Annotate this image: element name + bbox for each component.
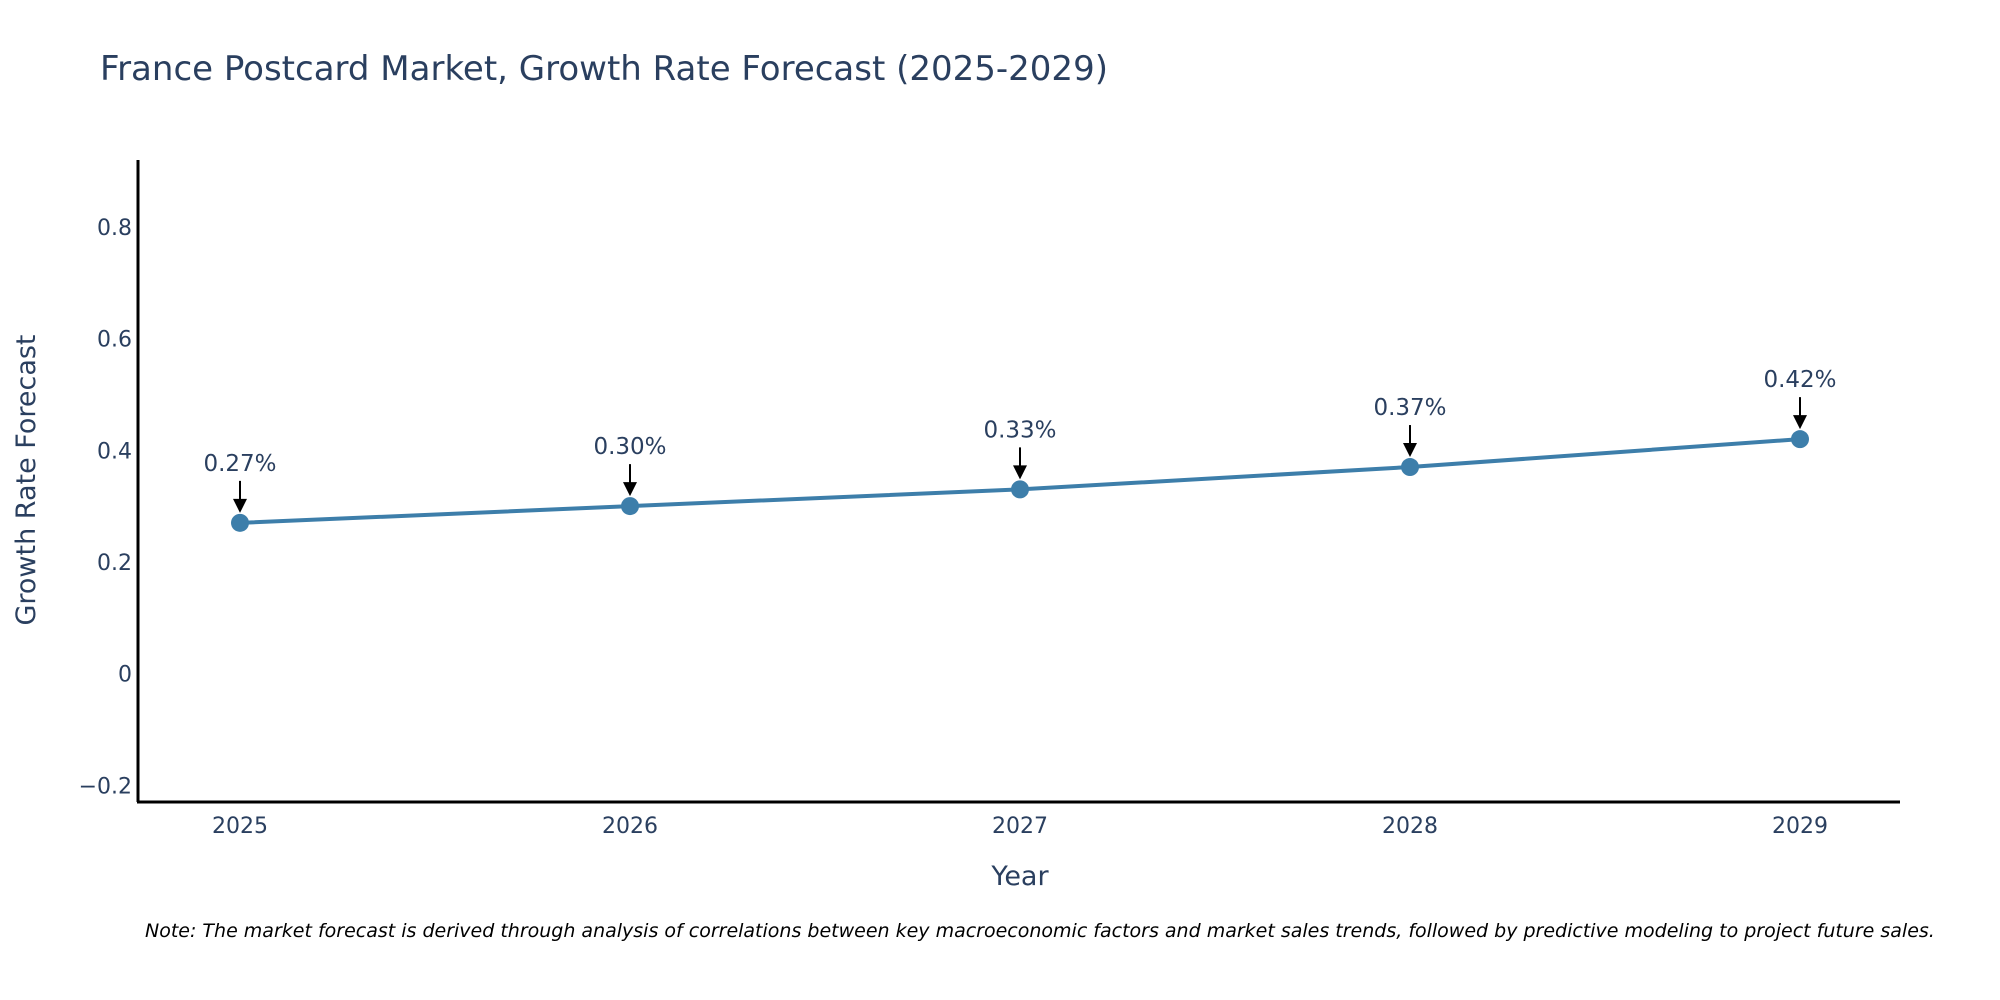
data-label: 0.33% [983, 417, 1056, 443]
y-tick-label: 0.8 [97, 216, 132, 241]
x-tick-label: 2028 [1382, 814, 1438, 839]
footnote: Note: The market forecast is derived thr… [145, 920, 1935, 942]
x-tick-label: 2027 [992, 814, 1048, 839]
y-tick-label: 0.4 [97, 439, 132, 464]
x-axis-ticks: 2025 2026 2027 2028 2029 [212, 814, 1828, 839]
data-point[interactable] [1401, 458, 1419, 477]
chart-title: France Postcard Market, Growth Rate Fore… [100, 49, 1108, 89]
y-tick-label: −0.2 [79, 774, 132, 799]
y-tick-label: 0.6 [97, 328, 132, 353]
data-point[interactable] [231, 513, 249, 532]
data-label: 0.30% [593, 434, 666, 460]
annotation-layer: 0.27% 0.30% 0.33% 0.37% 0.42% [203, 367, 1837, 513]
annotation-arrowhead [1793, 415, 1807, 430]
annotation-arrowhead [623, 482, 637, 497]
y-tick-label: 0 [118, 663, 132, 688]
annotation-arrowhead [1403, 443, 1417, 458]
annotation-arrowhead [1013, 465, 1027, 480]
series-layer [231, 430, 1809, 532]
data-label: 0.42% [1763, 367, 1836, 393]
annotation-arrowhead [233, 498, 247, 513]
x-tick-label: 2029 [1772, 814, 1828, 839]
y-axis-title: Growth Rate Forecast [11, 334, 42, 625]
data-point[interactable] [1791, 430, 1809, 449]
y-axis-ticks: −0.2 0 0.2 0.4 0.6 0.8 [79, 216, 132, 799]
y-tick-label: 0.2 [97, 551, 132, 576]
x-tick-label: 2025 [212, 814, 268, 839]
data-point[interactable] [621, 497, 639, 516]
data-label: 0.27% [203, 451, 276, 477]
data-point[interactable] [1011, 480, 1029, 499]
x-tick-label: 2026 [602, 814, 658, 839]
data-label: 0.37% [1373, 395, 1446, 421]
x-axis-title: Year [990, 861, 1049, 892]
